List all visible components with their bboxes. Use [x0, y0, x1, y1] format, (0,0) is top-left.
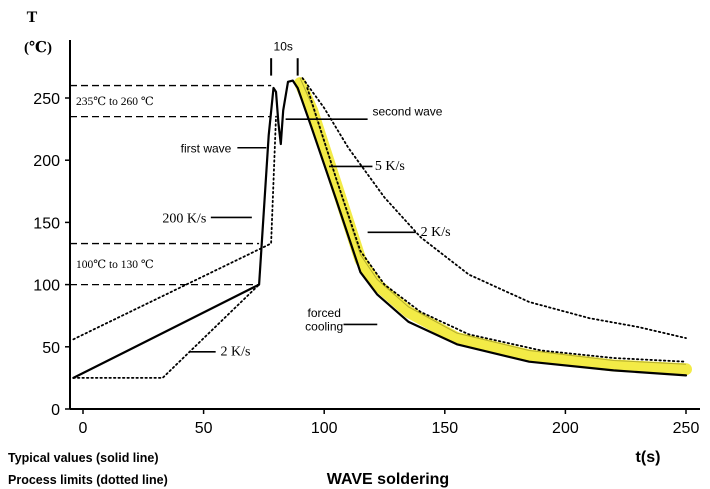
legend-typical-values: Typical values (solid line): [8, 451, 159, 465]
annotation-3-label: 5 K/s: [375, 159, 405, 174]
annotation-5-label: 2 K/s: [421, 225, 451, 240]
tick-labels: 0 50 100 150 200 250 0 50 100 150 200 250: [33, 91, 699, 437]
y-tick-label: 50: [42, 340, 60, 357]
x-tick-label: 100: [311, 420, 338, 437]
annotation-6-label: forced: [308, 306, 341, 320]
x-tick-label: 250: [673, 420, 700, 437]
x-tick-label: 200: [552, 420, 579, 437]
band-1-label: 100℃ to 130 ℃: [76, 259, 154, 271]
annotation-7-label: cooling: [305, 320, 343, 334]
band-0-label: 235℃ to 260 ℃: [76, 96, 154, 108]
x-tick-label: 150: [431, 420, 458, 437]
annotation-2-label: first wave: [181, 142, 232, 156]
annotation-1-label: second wave: [372, 104, 442, 118]
x-axis-label: t(s): [636, 449, 661, 466]
y-axis-unit: (℃): [24, 40, 52, 56]
y-tick-label: 250: [33, 91, 60, 108]
y-tick-label: 100: [33, 278, 60, 295]
series-3-dotted-line: [72, 283, 260, 379]
series-0-solid-line: [72, 79, 688, 379]
y-tick-label: 150: [33, 215, 60, 232]
annotation-0-label: 10s: [274, 40, 293, 54]
x-tick-label: 50: [195, 420, 213, 437]
temperature-bands: 235℃ to 260 ℃ 100℃ to 130 ℃: [70, 84, 272, 286]
series-layer: [72, 77, 692, 379]
annotation-4-label: 200 K/s: [162, 211, 206, 226]
chart-title: WAVE soldering: [327, 471, 449, 488]
x-tick-label: 0: [79, 420, 88, 437]
annotations: 10s second wave first wave 5 K/s 200 K/s 2 K/…: [162, 40, 450, 360]
legend-process-limits: Process limits (dotted line): [8, 473, 168, 487]
y-axis-symbol: T: [27, 9, 38, 26]
y-tick-label: 0: [51, 402, 60, 419]
y-tick-label: 200: [33, 153, 60, 170]
series-2-dotted-line: [72, 115, 277, 341]
series-1-highlight-edge: [299, 77, 687, 365]
series-5-dotted-line: [306, 87, 687, 363]
series-4-dotted-line: [301, 77, 687, 339]
annotation-8-label: 2 K/s: [220, 345, 250, 360]
series-1-highlight-line: [294, 77, 692, 376]
